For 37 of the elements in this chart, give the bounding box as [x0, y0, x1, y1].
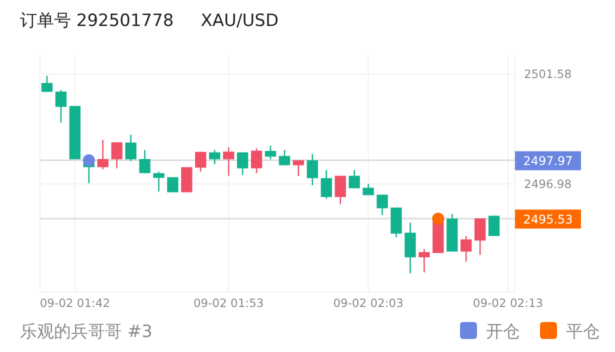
candlestick: [320, 169, 332, 200]
candlestick: [376, 194, 388, 216]
candlestick: [97, 139, 108, 170]
candlestick: [195, 151, 206, 172]
candlestick: [125, 134, 136, 162]
xtick: 09-02 02:03: [333, 296, 404, 310]
candlestick: [278, 149, 290, 166]
candlestick: [250, 148, 262, 174]
candlestick: [55, 89, 67, 124]
candlestick: [236, 152, 248, 176]
candlestick: [334, 175, 346, 205]
candlestick: [223, 146, 234, 176]
ytick: 2501.58: [524, 66, 572, 81]
candlestick: [139, 149, 150, 174]
title: 订单号 292501778 XAU/USD: [20, 11, 279, 31]
ref-label: 2495.53: [523, 212, 573, 227]
candlestick: [153, 171, 164, 192]
candlestick: [488, 215, 500, 237]
candlestick: [209, 149, 220, 165]
legend-label: 平仓: [566, 322, 600, 342]
candlestick: [41, 75, 53, 92]
candlestick: [306, 153, 318, 186]
candlestick: [418, 248, 430, 274]
xtick: 09-02 01:42: [40, 296, 110, 310]
xtick: 09-02 02:13: [472, 296, 544, 310]
candlestick: [348, 169, 360, 189]
candlestick: [264, 144, 276, 160]
legend-label: 开仓: [486, 322, 520, 342]
candlestick: [167, 176, 178, 193]
candlestick: [474, 218, 486, 256]
xtick: 09-02 01:53: [194, 296, 264, 310]
candlestick: [111, 142, 122, 170]
annotation: 乐观的兵哥哥 #3: [20, 322, 152, 342]
candlestick: [292, 160, 304, 177]
candlestick: [460, 235, 472, 262]
ytick: 2496.98: [524, 176, 572, 191]
ref-label: 2497.97: [523, 154, 573, 168]
